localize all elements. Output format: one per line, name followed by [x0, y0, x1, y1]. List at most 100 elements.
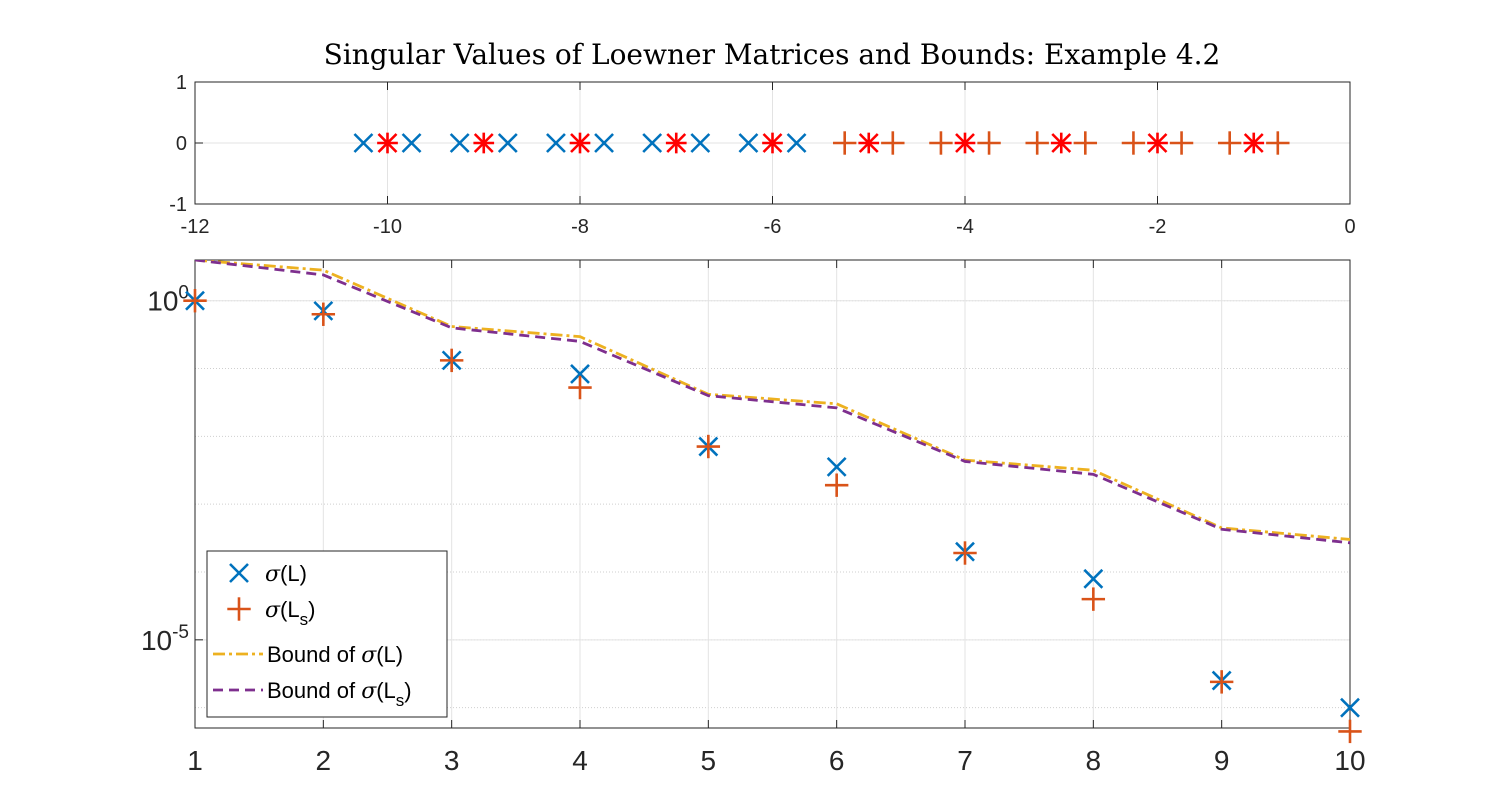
top-axes-box [194, 81, 1351, 205]
chart-title: Singular Values of Loewner Matrices and … [324, 38, 1221, 71]
top-star-marker [569, 132, 591, 154]
bottom-x-tick-label: 6 [829, 745, 845, 776]
legend-entry: σ(L) [229, 561, 307, 587]
tick-base: 10 [141, 625, 172, 656]
sigma-Ls-marker [1209, 670, 1234, 694]
top-y-tick-label: 0 [176, 133, 187, 155]
legend-entry: Bound of σ(L) [213, 642, 403, 668]
legend-label-open: ( [280, 561, 288, 586]
sigma-Ls-marker [311, 302, 336, 326]
legend-label: σ(L) [265, 561, 307, 587]
bottom-x-tick-label: 2 [316, 745, 332, 776]
top-plus-marker [1217, 131, 1242, 155]
top-x-tick-label: -8 [571, 216, 589, 238]
sigma-L-marker [1083, 568, 1104, 589]
top-star-marker [1147, 132, 1168, 154]
top-x-marker [786, 133, 807, 153]
top-plus-marker [929, 131, 953, 155]
legend-label-prefix: Bound of [267, 642, 361, 667]
sigma-Ls-marker [824, 473, 849, 497]
top-axes: -12 -10 -8 -6 -4 -2 0-101 [169, 72, 1355, 238]
top-x-marker [401, 133, 422, 153]
top-star-marker [858, 132, 880, 154]
bottom-x-tick-label: 7 [957, 745, 973, 776]
top-x-marker [690, 133, 711, 153]
legend-label-symbol: σ [361, 679, 377, 704]
top-x-tick-label: -4 [956, 216, 974, 238]
bottom-x-tick-label: 8 [1086, 745, 1102, 776]
top-star-marker [1050, 132, 1072, 154]
top-star-marker [1243, 132, 1265, 154]
top-x-marker [546, 133, 566, 153]
legend-label-arg: L [384, 642, 396, 667]
top-x-tick-label: -10 [373, 216, 402, 238]
legend: σ(L)σ(Ls)Bound of σ(L)Bound of σ(Ls) [206, 550, 448, 718]
top-star-marker [762, 132, 783, 154]
top-plus-marker [1073, 131, 1098, 155]
bottom-x-tick-label: 4 [572, 745, 588, 776]
top-plus-marker [832, 131, 857, 155]
bottom-x-tick-label: 9 [1214, 745, 1230, 776]
top-plus-marker [881, 131, 905, 155]
bottom-x-tick-label: 3 [444, 745, 460, 776]
legend-x-swatch [229, 563, 249, 583]
top-plus-marker [1169, 131, 1194, 155]
top-x-tick-label: -2 [1149, 216, 1167, 238]
top-x-tick-label: -12 [181, 216, 210, 238]
sigma-Ls-marker [1338, 719, 1362, 744]
legend-label-close: ) [396, 642, 403, 667]
top-y-tick-label: 1 [176, 72, 187, 94]
top-plus-marker [977, 131, 1001, 155]
top-x-marker [353, 133, 374, 153]
legend-label-close: ) [300, 561, 307, 586]
legend-label-symbol: σ [265, 562, 281, 587]
top-plus-marker [1025, 131, 1049, 155]
sigma-Ls-marker [696, 434, 721, 459]
sigma-Ls-marker [439, 348, 464, 373]
legend-label-open: ( [280, 597, 288, 622]
legend-label-subscript: s [300, 610, 309, 629]
legend-label-symbol: σ [265, 598, 281, 623]
legend-label: Bound of σ(Ls) [267, 678, 412, 710]
bottom-x-tick-label: 1 [187, 745, 203, 776]
bound-L-line [195, 260, 1350, 541]
sigma-Ls-marker [568, 375, 592, 400]
top-y-tick-label: -1 [169, 194, 187, 216]
legend-label-arg: L [384, 678, 396, 703]
tick-exponent: 0 [178, 283, 189, 304]
legend-label-symbol: σ [361, 643, 377, 668]
tick-base: 10 [147, 286, 178, 317]
legend-label: Bound of σ(L) [267, 642, 403, 668]
top-star-marker [377, 132, 398, 154]
top-x-tick-label: -6 [764, 216, 782, 238]
sigma-L-marker [1340, 697, 1360, 718]
top-star-marker [665, 132, 687, 154]
top-x-marker [497, 133, 518, 153]
top-x-marker [738, 133, 759, 153]
bound-Ls-line [195, 260, 1350, 545]
legend-label-open: ( [376, 678, 384, 703]
legend-label-open: ( [376, 642, 384, 667]
legend-label-arg: L [287, 561, 299, 586]
legend-entry: Bound of σ(Ls) [213, 678, 412, 710]
top-star-marker [473, 132, 495, 154]
bottom-y-tick-label: 100 [147, 283, 189, 317]
legend-label-prefix: Bound of [267, 678, 361, 703]
top-plus-marker [1121, 131, 1146, 155]
legend-label: σ(Ls) [265, 597, 315, 629]
sigma-L-marker [570, 364, 590, 384]
top-plus-marker [1266, 131, 1290, 155]
top-star-marker [954, 132, 976, 154]
legend-label-subscript: s [396, 691, 405, 710]
bottom-x-tick-label: 10 [1334, 745, 1365, 776]
tick-exponent: -5 [172, 622, 189, 643]
top-x-marker [594, 133, 614, 153]
legend-label-close: ) [308, 597, 315, 622]
legend-label-arg: L [287, 597, 299, 622]
sigma-L-marker [826, 456, 847, 477]
legend-entry: σ(Ls) [227, 597, 315, 629]
sigma-Ls-marker [953, 541, 977, 565]
sigma-Ls-marker [1081, 587, 1106, 611]
top-x-marker [449, 133, 470, 153]
